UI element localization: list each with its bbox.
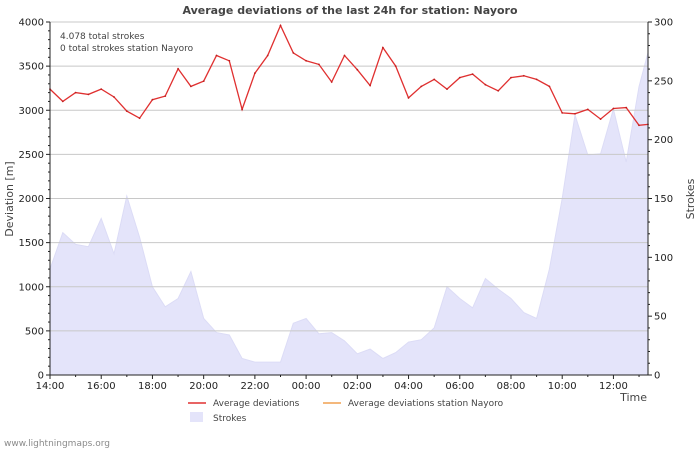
x-tick-label: 04:00: [394, 381, 423, 392]
gridlines: [50, 21, 648, 332]
y-right-tick-label: 50: [654, 312, 667, 323]
average-deviations-point: [548, 85, 551, 88]
average-deviations-point: [61, 100, 64, 103]
average-deviations-point: [458, 76, 461, 79]
average-deviations-point: [228, 59, 231, 62]
legend: Average deviations Average deviations st…: [188, 399, 504, 424]
x-tick-label: 12:00: [599, 381, 628, 392]
x-tick-label: 22:00: [240, 381, 269, 392]
average-deviations-point: [241, 108, 244, 111]
y-tick-label: 3500: [19, 62, 44, 73]
average-deviations-point: [561, 112, 564, 114]
y-right-tick-label: 300: [654, 18, 673, 29]
axes: [46, 21, 652, 379]
average-deviations-point: [279, 24, 282, 27]
total-strokes-annotation: 4.078 total strokes: [60, 32, 145, 42]
y-tick-label: 2000: [19, 194, 44, 205]
average-deviations-point: [382, 46, 384, 49]
average-deviations-point: [484, 83, 487, 86]
tick-labels: 0 500 1000 1500 2000 2500 3000 3500 4000 0 50 100 15…: [19, 18, 674, 393]
average-deviations-point: [254, 72, 256, 75]
average-deviations-point: [420, 85, 423, 88]
average-deviations-point: [125, 110, 128, 112]
average-deviations-point: [74, 91, 77, 94]
x-tick-label: 06:00: [445, 381, 474, 392]
y-tick-label: 2500: [19, 150, 44, 161]
y-right-tick-label: 200: [654, 135, 673, 146]
y-tick-label: 500: [25, 326, 44, 337]
legend-swatch-strokes: [190, 412, 203, 422]
average-deviations-point: [433, 78, 436, 81]
average-deviations-point: [87, 93, 90, 96]
average-deviations-point: [215, 54, 218, 57]
average-deviations-point: [394, 65, 397, 67]
x-tick-label: 16:00: [87, 381, 116, 392]
average-deviations-point: [369, 84, 371, 87]
average-deviations-point: [638, 124, 640, 127]
average-deviations-point: [266, 54, 269, 57]
x-axis-title: Time: [619, 391, 647, 404]
y-tick-label: 1000: [19, 282, 44, 293]
average-deviations-point: [522, 74, 525, 77]
legend-label-strokes: Strokes: [213, 414, 247, 424]
average-deviations-point: [471, 73, 474, 75]
average-deviations-point: [305, 59, 307, 62]
chart-title: Average deviations of the last 24h for s…: [182, 4, 518, 17]
legend-label-station-deviations: Average deviations station Nayoro: [348, 399, 504, 409]
average-deviations-point: [599, 118, 602, 120]
average-deviations-point: [574, 112, 576, 115]
average-deviations-point: [164, 95, 167, 97]
footer-credit: www.lightningmaps.org: [4, 439, 110, 449]
x-tick-label: 08:00: [497, 381, 526, 392]
average-deviations-point: [202, 80, 205, 82]
y-tick-label: 0: [38, 371, 44, 382]
x-tick-label: 02:00: [343, 381, 372, 392]
average-deviations-point: [356, 68, 359, 71]
average-deviations-point: [625, 106, 628, 109]
average-deviations-point: [510, 76, 512, 79]
average-deviations-point: [292, 52, 295, 54]
x-tick-label: 20:00: [189, 381, 218, 392]
y-tick-label: 3000: [19, 106, 44, 117]
legend-label-average-deviations: Average deviations: [213, 399, 300, 409]
average-deviations-point: [318, 63, 320, 66]
average-deviations-point: [177, 67, 180, 70]
series-lines: [49, 23, 649, 127]
y-right-tick-label: 150: [654, 194, 673, 205]
y-right-tick-label: 100: [654, 253, 673, 264]
x-tick-label: 10:00: [548, 381, 577, 392]
average-deviations-point: [586, 108, 589, 111]
average-deviations-point: [330, 81, 333, 83]
y-tick-label: 4000: [19, 18, 44, 29]
average-deviations-point: [190, 85, 192, 88]
y-right-tick-label: 0: [654, 371, 660, 382]
average-deviations-line: [49, 23, 649, 126]
average-deviations-point: [151, 98, 154, 101]
strokes-area: [49, 52, 649, 376]
y-axis-title: Deviation [m]: [3, 161, 16, 236]
station-strokes-annotation: 0 total strokes station Nayoro: [60, 44, 194, 54]
average-deviations-point: [407, 97, 410, 99]
average-deviations-point: [343, 54, 346, 57]
y-tick-label: 1500: [19, 238, 44, 249]
strokes-area-layer: [49, 52, 649, 376]
average-deviations-point: [100, 88, 103, 90]
average-deviations-point: [138, 117, 141, 120]
x-tick-label: 14:00: [36, 381, 65, 392]
y-axis-right-title: Strokes: [684, 178, 697, 219]
average-deviations-point: [497, 89, 500, 92]
average-deviations-point: [535, 78, 538, 81]
average-deviations-point: [446, 88, 448, 90]
x-tick-label: 00:00: [292, 381, 321, 392]
average-deviations-point: [113, 96, 115, 98]
average-deviations-point: [612, 107, 615, 110]
x-tick-label: 18:00: [138, 381, 167, 392]
y-right-tick-label: 250: [654, 76, 673, 87]
